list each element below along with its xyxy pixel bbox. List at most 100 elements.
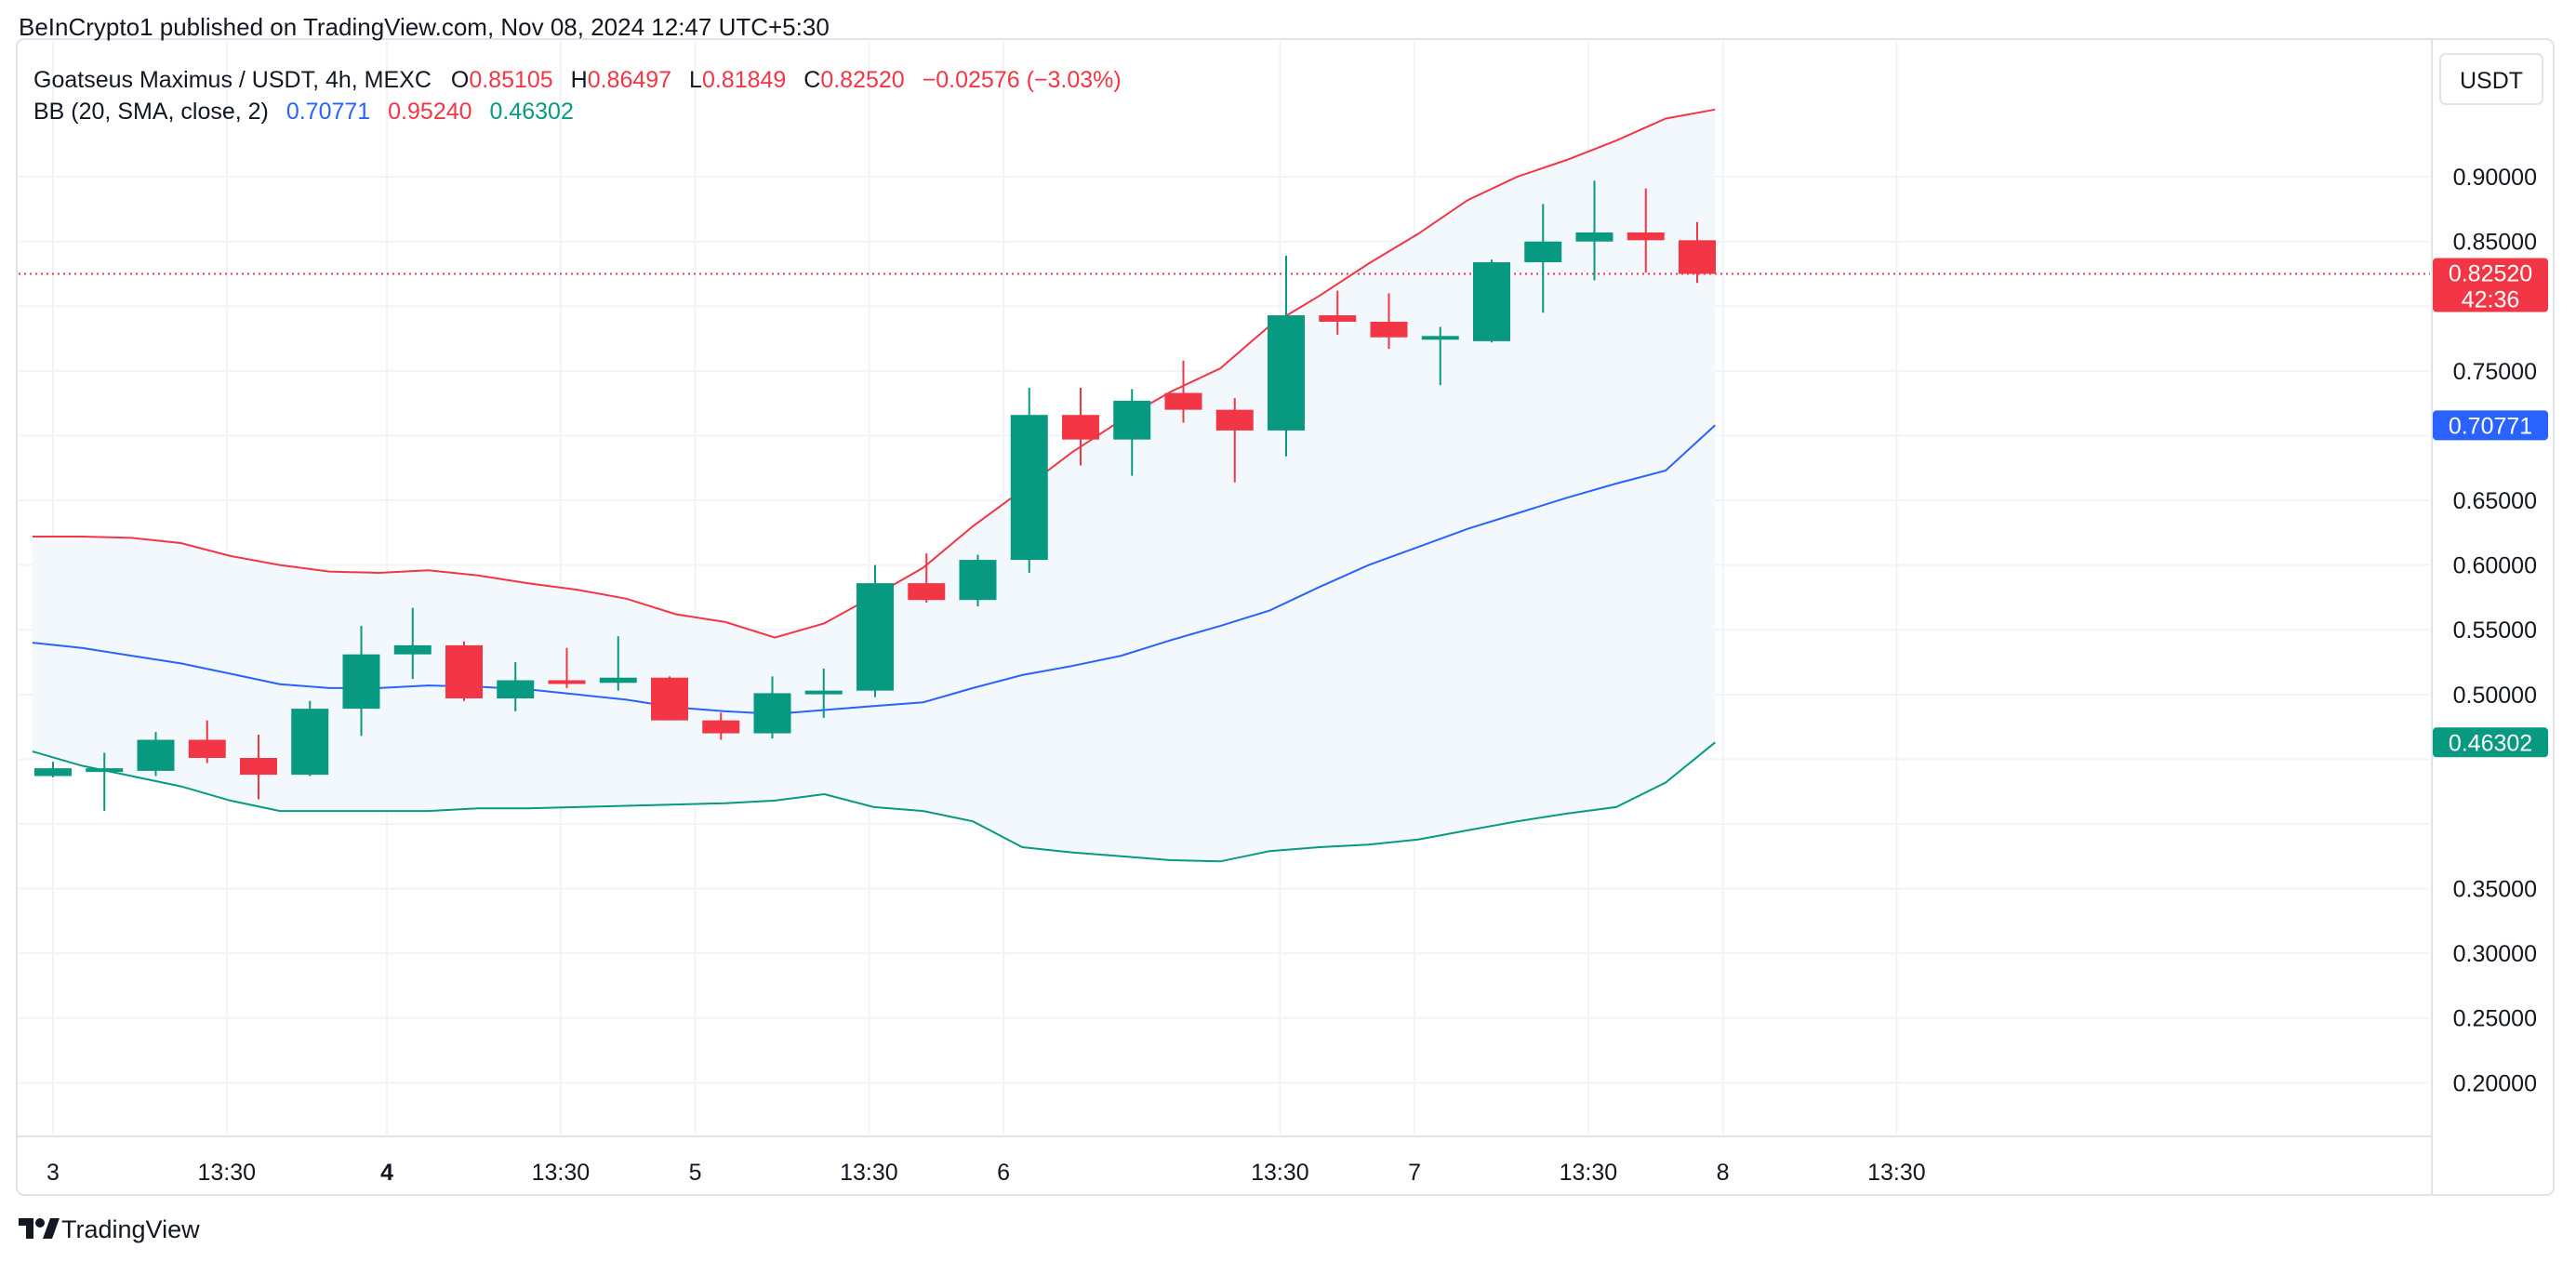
- candle-body: [908, 583, 946, 601]
- y-tick-label: 0.65000: [2453, 488, 2537, 514]
- y-tick-label: 0.25000: [2453, 1006, 2537, 1032]
- candle: [393, 607, 432, 680]
- currency-button[interactable]: USDT: [2439, 53, 2543, 105]
- lower-price-tag-bg: [2433, 727, 2548, 758]
- y-tick-label: 0.30000: [2453, 941, 2537, 967]
- candle: [1164, 360, 1202, 423]
- x-tick-label: 7: [1408, 1160, 1421, 1186]
- candle: [1062, 387, 1099, 466]
- y-tick-label: 0.90000: [2453, 165, 2537, 191]
- currency-button-bg[interactable]: [2439, 53, 2543, 105]
- candle: [1370, 293, 1408, 350]
- candle-body: [548, 680, 586, 684]
- x-tick-label: 6: [997, 1160, 1010, 1186]
- x-tick-label: 13:30: [1251, 1160, 1309, 1186]
- candle: [240, 734, 277, 800]
- candle: [599, 636, 637, 691]
- candle-body: [1215, 409, 1254, 431]
- lower-price-tag-label: 0.46302: [2449, 730, 2532, 756]
- candle-body: [1627, 232, 1665, 241]
- x-tick-label: 13:30: [1560, 1160, 1618, 1186]
- legend-l-value: 0.81849: [702, 67, 786, 93]
- band-lower-line: [32, 741, 1716, 863]
- candle-body: [1370, 322, 1408, 338]
- legend-bb: BB (20, SMA, close, 2) 0.70771 0.95240 0…: [33, 99, 574, 125]
- bb-label[interactable]: BB (20, SMA, close, 2): [33, 99, 269, 125]
- candle-body: [651, 677, 688, 721]
- candle-body: [1473, 261, 1510, 341]
- x-tick-label: 13:30: [532, 1160, 591, 1186]
- tradingview-logo[interactable]: TradingView: [19, 1215, 200, 1243]
- basis-price-tag-bg: [2433, 410, 2548, 441]
- candle: [497, 662, 535, 711]
- y-tick-label: 0.60000: [2453, 553, 2537, 579]
- candle-body: [497, 680, 535, 698]
- candle: [1421, 326, 1459, 386]
- publisher-line: BeInCrypto1 published on TradingView.com…: [19, 13, 830, 41]
- candle: [908, 553, 946, 604]
- tradingview-brand-label: TradingView: [61, 1215, 200, 1243]
- x-tick-label: 5: [689, 1160, 702, 1186]
- candle-body: [291, 709, 329, 776]
- basis-price-tag: 0.70771: [2433, 410, 2548, 441]
- candle-body: [342, 654, 380, 710]
- legend-h-label: H: [571, 67, 588, 93]
- price-axis[interactable]: 0.20000 0.25000 0.30000 0.35000 0.50000 0.550…: [2453, 165, 2537, 1096]
- candle: [1524, 204, 1562, 313]
- candle: [1268, 256, 1305, 457]
- last-price-tag-label: 0.82520: [2449, 261, 2532, 287]
- legend-o-label: O: [451, 67, 469, 93]
- chart-frame: [16, 38, 2555, 1196]
- candle: [753, 676, 791, 739]
- y-tick-label: 0.55000: [2453, 617, 2537, 644]
- candle: [1113, 389, 1151, 476]
- candle: [1215, 398, 1254, 483]
- candle: [1319, 290, 1357, 335]
- bb-lower-value: 0.46302: [489, 99, 573, 125]
- legend-c-label: C: [803, 67, 820, 93]
- candle-body: [188, 739, 226, 759]
- lower-price-tag: 0.46302: [2433, 727, 2548, 758]
- candle-body: [240, 758, 277, 776]
- y-tick-label: 0.50000: [2453, 683, 2537, 709]
- y-tick-label: 0.20000: [2453, 1070, 2537, 1096]
- candle-body: [445, 644, 483, 698]
- candle-body: [1421, 336, 1459, 340]
- candle: [959, 554, 997, 607]
- candle-body: [702, 720, 740, 734]
- candle: [342, 626, 380, 737]
- y-tick-label: 0.35000: [2453, 877, 2537, 903]
- candle: [651, 676, 688, 721]
- time-axis[interactable]: 3 13:30 4 13:30 5 13:30 6 13:30 7 13:30 8 13:30: [46, 1160, 1926, 1186]
- legend-c-value: 0.82520: [820, 67, 904, 93]
- basis-price-tag-label: 0.70771: [2449, 413, 2532, 439]
- candle: [1627, 188, 1665, 273]
- legend-symbol[interactable]: Goatseus Maximus / USDT, 4h, MEXC: [33, 67, 432, 93]
- candle: [856, 564, 894, 697]
- candle: [1473, 259, 1510, 343]
- legend-l-label: L: [689, 67, 702, 93]
- candle-body: [34, 768, 72, 777]
- candle: [804, 668, 843, 718]
- band-basis-line: [32, 424, 1716, 715]
- x-tick-label: 13:30: [197, 1160, 256, 1186]
- x-tick-label: 13:30: [840, 1160, 898, 1186]
- candle-body: [1164, 392, 1202, 410]
- candle: [445, 641, 483, 701]
- last-price-tag-label: 42:36: [2462, 287, 2520, 313]
- candle: [137, 732, 175, 777]
- bollinger-bands: [19, 108, 2430, 863]
- x-tick-label: 8: [1717, 1160, 1730, 1186]
- x-tick-label: 4: [380, 1160, 393, 1186]
- currency-button-label[interactable]: USDT: [2460, 68, 2523, 94]
- candle: [702, 712, 740, 740]
- candle: [86, 752, 124, 812]
- candle-body: [86, 768, 124, 773]
- candle-body: [804, 690, 843, 695]
- candle-body: [1010, 415, 1048, 561]
- y-tick-label: 0.85000: [2453, 230, 2537, 256]
